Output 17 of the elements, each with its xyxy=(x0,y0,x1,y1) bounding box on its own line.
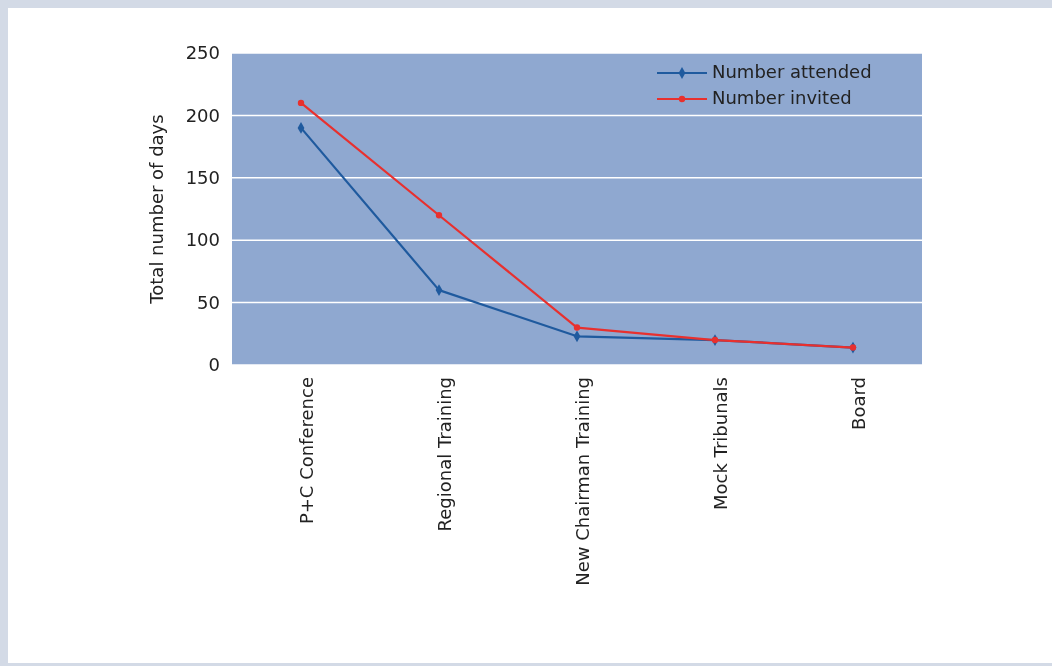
point xyxy=(297,99,305,107)
y-tick-label: 250 xyxy=(185,42,220,64)
y-axis-title: Total number of days xyxy=(146,114,167,305)
x-tick-label: New Chairman Training xyxy=(571,377,593,586)
x-tick-label: Mock Tribunals xyxy=(709,377,731,510)
point xyxy=(435,212,443,219)
y-tick-label: 200 xyxy=(185,104,220,126)
legend-label: Number attended xyxy=(712,61,872,82)
y-tick-label: 150 xyxy=(185,167,220,189)
y-tick-label: 100 xyxy=(185,229,220,251)
y-tick-label: 0 xyxy=(208,354,220,376)
y-tick-label: 50 xyxy=(197,291,220,313)
x-tick-label: Regional Training xyxy=(433,377,455,532)
x-tick-label: P+C Conference xyxy=(295,377,317,525)
x-tick-label: Board xyxy=(847,377,869,430)
point xyxy=(573,324,581,331)
legend-label: Number invited xyxy=(712,87,852,108)
